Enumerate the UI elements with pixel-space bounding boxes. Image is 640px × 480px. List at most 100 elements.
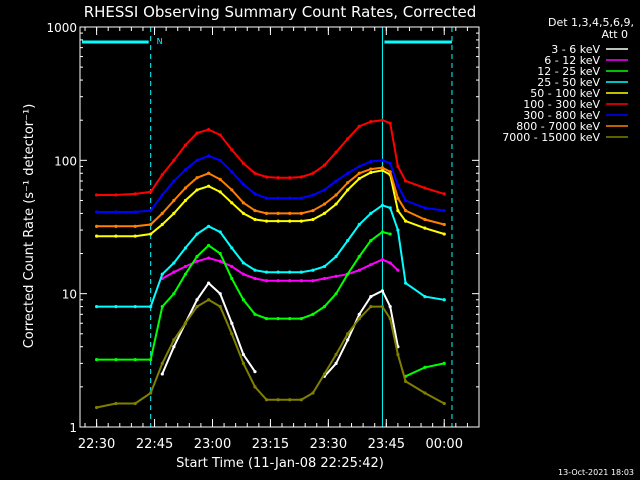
- series-point: [264, 211, 269, 215]
- series-point: [230, 321, 234, 325]
- series-point: [253, 171, 257, 175]
- legend-label: 300 - 800 keV: [523, 109, 600, 122]
- series-point: [95, 234, 99, 238]
- series-point: [288, 398, 292, 402]
- series-point: [160, 272, 164, 276]
- series-point: [218, 190, 222, 194]
- series-point: [396, 352, 400, 357]
- axes: 1 10 100 1000 22:30 22:45 23:00 23:15 23:30 23:45…: [46, 21, 480, 452]
- series-point: [207, 184, 211, 188]
- series-point: [195, 254, 199, 259]
- series-point: [380, 118, 385, 122]
- series-point: [218, 230, 222, 234]
- x-tick-label: 22:45: [136, 437, 173, 452]
- series-point: [160, 361, 164, 365]
- series-point: [288, 219, 292, 223]
- series-point: [380, 166, 385, 170]
- series-point: [149, 304, 153, 309]
- series-point: [396, 164, 400, 169]
- series-point: [183, 143, 188, 147]
- series-point: [346, 239, 350, 243]
- x-tick-label: 23:15: [252, 437, 289, 452]
- series-point: [95, 358, 99, 362]
- series-point: [423, 206, 427, 210]
- series-line: [161, 281, 399, 377]
- series-point: [230, 148, 234, 152]
- series-point: [311, 268, 315, 272]
- footer-timestamp: 13-Oct-2021 18:03: [558, 468, 634, 477]
- series-point: [396, 183, 400, 187]
- series-point: [172, 338, 176, 342]
- series-point: [114, 234, 118, 238]
- legend-label: 6 - 12 keV: [544, 54, 600, 67]
- series-point: [311, 279, 315, 283]
- series-point: [442, 361, 446, 365]
- x-axis-label: Start Time (11-Jan-08 22:25:42): [176, 456, 384, 471]
- series-point: [288, 270, 292, 274]
- chart-title: RHESSI Observing Summary Count Rates, Co…: [84, 3, 477, 21]
- series-point: [207, 154, 211, 158]
- series-point: [334, 150, 338, 154]
- series-point: [207, 243, 211, 248]
- annotation-flag: N: [157, 37, 163, 46]
- series-point: [388, 170, 392, 174]
- series-point: [160, 304, 164, 309]
- series-point: [114, 358, 118, 362]
- series-point: [230, 332, 234, 336]
- y-tick-label: 100: [54, 154, 77, 168]
- series-line: [161, 256, 399, 282]
- series-point: [160, 222, 164, 227]
- series-point: [264, 317, 269, 321]
- series-point: [357, 164, 361, 169]
- series-point: [396, 228, 400, 232]
- series-point: [380, 158, 385, 162]
- series-point: [334, 254, 338, 259]
- series-point: [404, 379, 408, 383]
- series-point: [149, 190, 153, 194]
- series-point: [172, 270, 176, 274]
- x-tick-label: 23:00: [194, 437, 231, 452]
- series-point: [311, 391, 315, 395]
- x-tick-label: 23:45: [368, 437, 405, 452]
- series-line: [96, 230, 445, 378]
- series-point: [288, 279, 292, 283]
- series-point: [183, 264, 188, 269]
- series-point: [264, 279, 269, 283]
- series-point: [311, 217, 315, 222]
- series-point: [230, 246, 234, 250]
- series-point: [322, 211, 327, 215]
- series-point: [357, 254, 361, 259]
- series-point: [183, 168, 188, 172]
- series-point: [133, 210, 137, 214]
- series-point: [380, 203, 385, 207]
- series-point: [299, 196, 303, 200]
- series-point: [369, 295, 373, 299]
- series-point: [95, 224, 99, 228]
- series-point: [195, 176, 199, 180]
- series-point: [380, 230, 385, 234]
- series-point: [388, 121, 392, 125]
- series-point: [346, 332, 350, 336]
- series-point: [369, 304, 373, 309]
- series-point: [388, 206, 392, 210]
- series-point: [322, 163, 327, 167]
- series-point: [299, 279, 303, 283]
- series-point: [357, 176, 361, 181]
- series-point: [288, 211, 292, 215]
- series-point: [218, 292, 222, 296]
- series-point: [264, 196, 269, 200]
- series-point: [160, 193, 164, 197]
- plot-frame: [79, 26, 480, 428]
- series-point: [160, 173, 164, 177]
- series-point: [299, 317, 303, 321]
- series-point: [334, 274, 338, 278]
- series-point: [404, 208, 408, 213]
- series-point: [264, 175, 269, 179]
- series-point: [195, 131, 199, 135]
- series-point: [95, 210, 99, 214]
- series-point: [396, 196, 400, 200]
- legend-label: 3 - 6 keV: [551, 43, 600, 56]
- series-point: [311, 312, 315, 316]
- series-point: [299, 211, 303, 215]
